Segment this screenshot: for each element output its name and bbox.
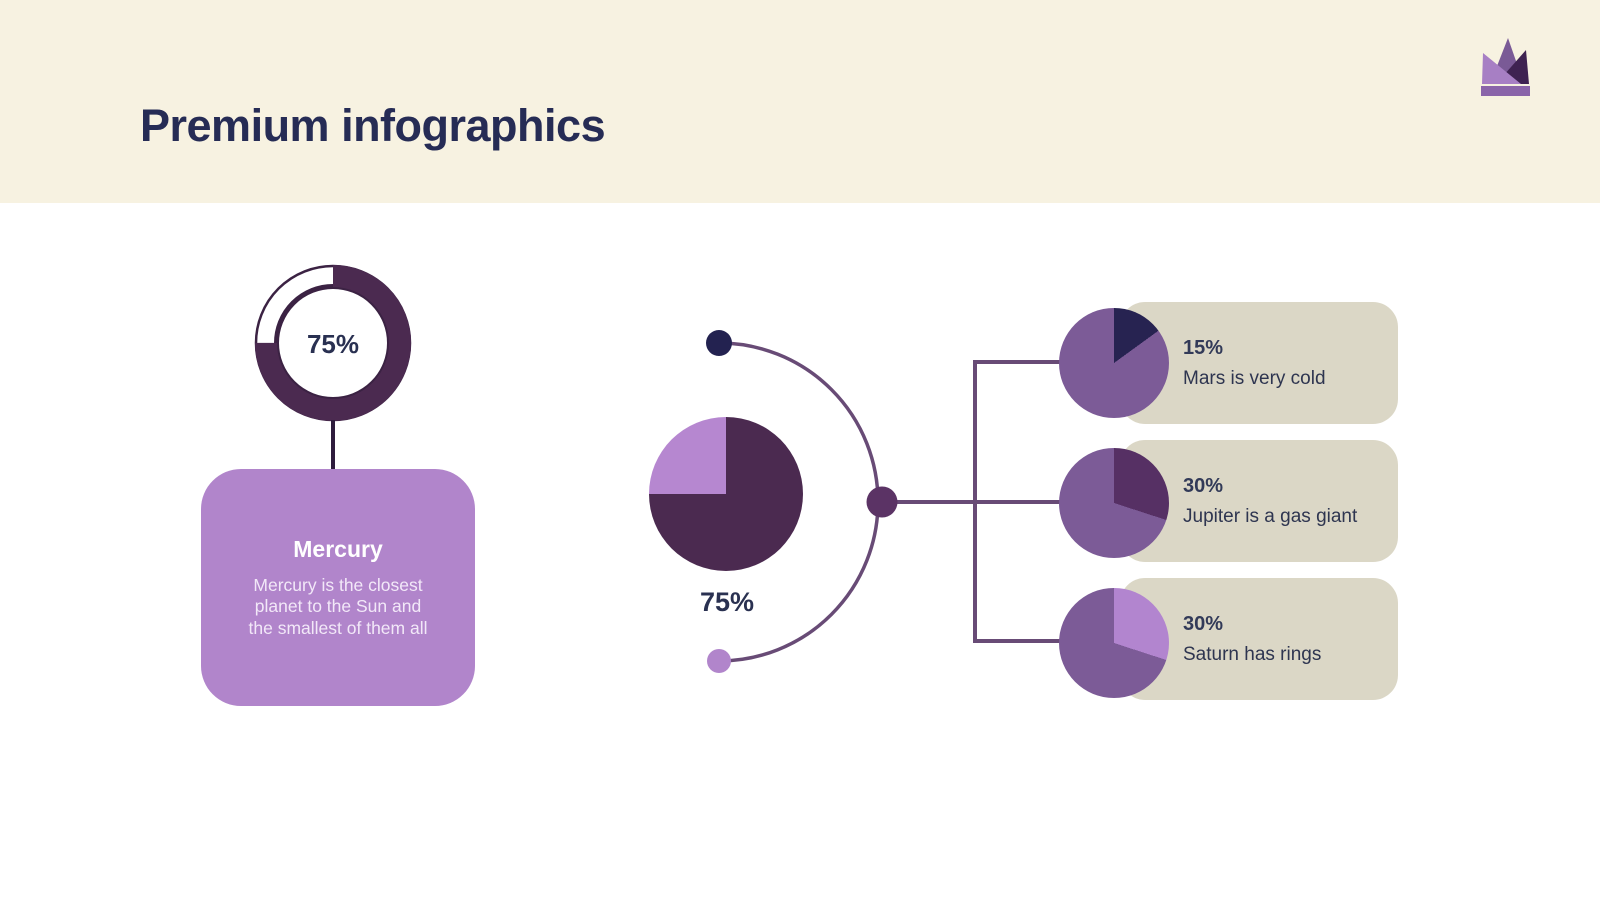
jupiter-pie-chart	[1059, 448, 1169, 558]
mercury-description-line: the smallest of them all	[248, 617, 428, 638]
stat-label: Saturn has rings	[1183, 643, 1322, 665]
donut-card-connector-line	[331, 420, 335, 470]
arc-bottom-dot	[707, 649, 731, 673]
stat-label: Mars is very cold	[1183, 367, 1326, 389]
stat-label: Jupiter is a gas giant	[1183, 505, 1358, 527]
header-band	[0, 0, 1600, 203]
mercury-description-line: Mercury is the closest	[253, 574, 423, 595]
mercury-card: Mercury Mercury is the closest planet to…	[201, 469, 475, 706]
arc-middle-dot	[866, 486, 898, 518]
center-percent-label: 75%	[699, 587, 755, 617]
stat-percent: 15%	[1183, 336, 1224, 359]
arc-top-dot	[706, 330, 732, 356]
mercury-description-line: planet to the Sun and	[254, 596, 422, 617]
stat-card-mars: 15% Mars is very cold	[1120, 302, 1398, 424]
saturn-pie-chart	[1059, 588, 1169, 698]
connector-diagram	[706, 330, 1114, 673]
mercury-card-description: Mercury is the closest planet to the Sun…	[249, 575, 428, 640]
mars-pie-chart	[1059, 308, 1169, 418]
stat-percent: 30%	[1183, 474, 1224, 497]
donut-percent-label: 75%	[306, 329, 360, 359]
crown-icon	[1481, 38, 1530, 96]
stat-percent: 30%	[1183, 612, 1224, 635]
mercury-card-title: Mercury	[293, 535, 383, 562]
page-title: Premium infographics	[140, 100, 606, 151]
center-pie-chart	[649, 417, 803, 571]
connector-arc	[718, 341, 880, 663]
